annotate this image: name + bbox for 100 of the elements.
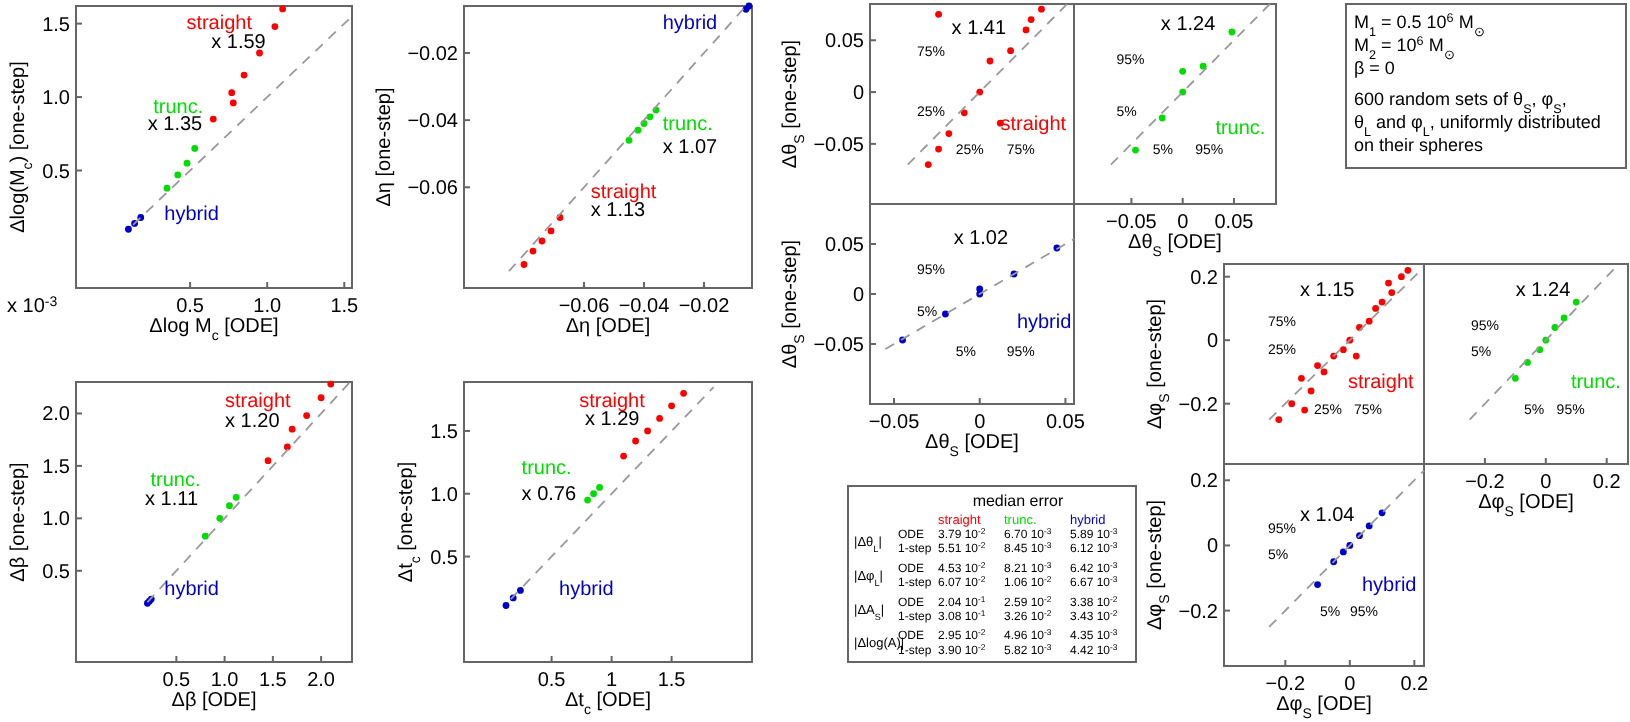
point: [1199, 62, 1207, 70]
point: [1365, 317, 1373, 325]
point: [209, 115, 217, 123]
y-tick-label: −0.05: [813, 335, 865, 357]
y-tick-label: 1.0: [42, 88, 71, 111]
series-label: straight: [590, 181, 657, 204]
point: [256, 49, 263, 57]
point: [529, 247, 537, 255]
point: [584, 496, 591, 504]
text: on their spheres: [1354, 135, 1485, 155]
series-label: straight: [225, 391, 292, 414]
point: [945, 130, 953, 137]
x-tick-label: 0: [1540, 472, 1553, 494]
x-axis-title: Δlog M$_{c}$ [ODE]: [149, 316, 280, 343]
x-tick-label: −0.05: [1106, 212, 1158, 234]
point: [1179, 67, 1187, 75]
point: [1301, 406, 1309, 414]
point: [229, 99, 237, 107]
point: [1572, 298, 1580, 306]
point: [1378, 298, 1386, 306]
x-tick-label: −0.04: [618, 296, 671, 318]
y-axis-title: Δβ [one-step]: [8, 461, 31, 582]
point: [264, 457, 272, 465]
x-tick-label: 0.5: [162, 670, 192, 692]
text: median error: [972, 492, 1065, 510]
annotation: x 1.04: [1300, 504, 1356, 527]
point: [303, 412, 311, 419]
point: [317, 394, 325, 402]
point: [596, 484, 603, 491]
series-label: hybrid: [1362, 575, 1417, 598]
point: [547, 227, 555, 235]
point: [1288, 400, 1296, 408]
x-tick-label: −0.06: [558, 296, 611, 318]
text: M$_{2}$ = 10$^{6}$ M$_{⊙}$: [1354, 34, 1454, 62]
series-label: straight: [1348, 372, 1415, 394]
point: [656, 415, 663, 422]
x-tick-label: 1: [606, 670, 619, 692]
point: [632, 437, 639, 445]
x-tick-label: 1.5: [258, 670, 288, 692]
point: [976, 285, 984, 293]
point: [680, 389, 687, 397]
x-axis-title: Δθ$_{S}$ [ODE]: [925, 432, 1020, 459]
annotation: x 1.24: [1515, 280, 1572, 302]
point: [1314, 362, 1321, 369]
point: [271, 23, 279, 30]
x-tick-label: −0.2: [1465, 472, 1506, 494]
point: [327, 380, 335, 388]
x-axis-title: Δθ$_{S}$ [ODE]: [1128, 232, 1223, 259]
y-tick-label: 0.2: [1190, 267, 1219, 290]
x-tick-label: −0.02: [678, 296, 731, 318]
point: [924, 161, 932, 169]
annotation: x 1.02: [953, 228, 1009, 250]
x-axis-title: Δφ$_{S}$ [ODE]: [1478, 492, 1575, 519]
x-axis-title: Δη [ODE]: [565, 316, 651, 338]
series-label: hybrid: [559, 578, 614, 601]
point: [163, 184, 171, 192]
x-tick-label: 0.5: [176, 296, 205, 318]
point: [279, 5, 287, 13]
annotation: x 1.15: [1300, 280, 1356, 302]
annotation: x 0.76: [521, 483, 577, 506]
point: [240, 71, 248, 79]
y-tick-label: 0.05: [825, 31, 865, 54]
point: [620, 452, 627, 460]
point: [625, 136, 633, 144]
point: [174, 171, 182, 179]
series-label: trunc.: [662, 114, 713, 137]
annotation: x 1.24: [1160, 14, 1217, 36]
point: [538, 237, 546, 245]
point: [288, 425, 296, 433]
point: [1275, 416, 1283, 423]
point: [1339, 548, 1347, 556]
series-label: hybrid: [164, 204, 219, 227]
point: [1511, 374, 1519, 382]
text: M$_{1}$ = 0.5 10$^{6}$ M$_{⊙}$: [1354, 11, 1484, 39]
point: [1228, 28, 1236, 36]
y-tick-label: 0: [852, 83, 865, 106]
point: [1027, 16, 1035, 23]
series-label: trunc.: [1215, 118, 1266, 140]
x-tick-label: 1.5: [330, 296, 360, 318]
annotation: x 1.29: [584, 409, 641, 432]
y-tick-label: −0.2: [1178, 601, 1219, 624]
point: [644, 427, 651, 435]
x-axis-title: Δβ [ODE]: [171, 690, 257, 712]
series-label: trunc.: [521, 458, 572, 481]
point: [228, 89, 236, 97]
x-tick-label: 1.5: [657, 670, 687, 692]
annotation: x 1.59: [211, 32, 267, 55]
text: 600 random sets of θ$_{S}$, φ$_{S}$,: [1354, 89, 1567, 116]
y-tick-label: −0.02: [407, 44, 459, 66]
x-tick-label: 0: [1344, 674, 1357, 696]
point: [942, 310, 949, 318]
point: [201, 532, 209, 540]
series-label: hybrid: [662, 12, 718, 35]
point: [935, 10, 942, 18]
point: [283, 443, 291, 451]
x-tick-label: 0: [974, 412, 987, 434]
point: [986, 57, 994, 65]
point: [125, 225, 132, 233]
x-tick-label: 0.05: [1045, 412, 1086, 434]
point: [1007, 47, 1014, 55]
